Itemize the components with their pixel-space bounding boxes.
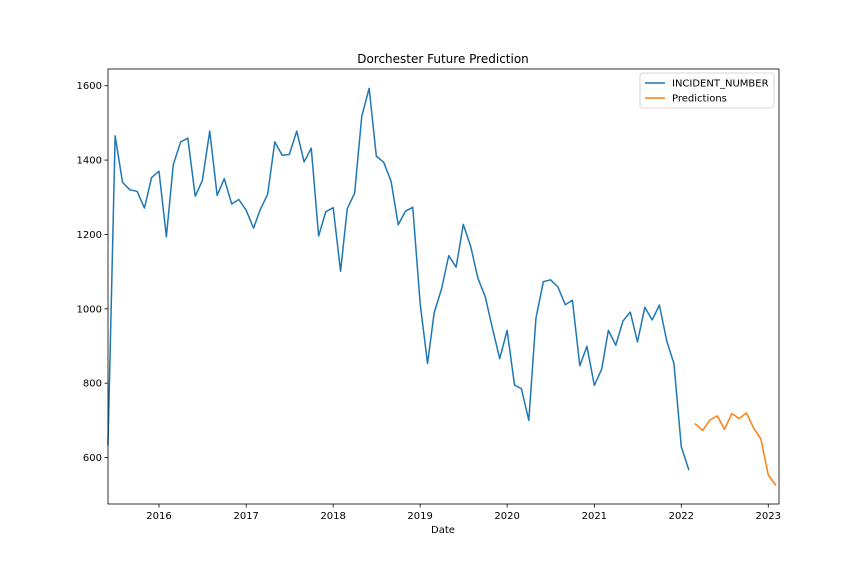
x-tick-label: 2023: [756, 511, 781, 522]
legend: INCIDENT_NUMBER Predictions: [639, 72, 775, 109]
y-tick-label: 800: [83, 379, 102, 390]
x-tick-label: 2020: [494, 511, 519, 522]
x-tick-label: 2017: [233, 511, 258, 522]
legend-label: Predictions: [672, 94, 727, 105]
y-tick-label: 600: [83, 453, 102, 464]
x-tick-label: 2018: [320, 511, 345, 522]
axes-frame: [107, 68, 780, 505]
x-tick-label: 2021: [582, 511, 607, 522]
y-tick-label: 1000: [77, 304, 102, 315]
series-line-predictions: [694, 412, 777, 487]
series-line-incident-number: [107, 87, 690, 471]
y-tick-label: 1200: [77, 230, 102, 241]
chart-title: Dorchester Future Prediction: [357, 52, 529, 66]
legend-label: INCIDENT_NUMBER: [672, 79, 769, 90]
y-tick-label: 1400: [77, 156, 102, 167]
x-tick-label: 2016: [146, 511, 171, 522]
x-tick-label: 2019: [407, 511, 432, 522]
y-tick-label: 1600: [77, 81, 102, 92]
x-axis-label: Date: [431, 525, 455, 536]
plot-area: 600 800 1000 1200 1400 1600 2016 2017 2018 2019 20…: [77, 81, 781, 522]
x-tick-label: 2022: [669, 511, 694, 522]
legend-box: [639, 72, 775, 109]
